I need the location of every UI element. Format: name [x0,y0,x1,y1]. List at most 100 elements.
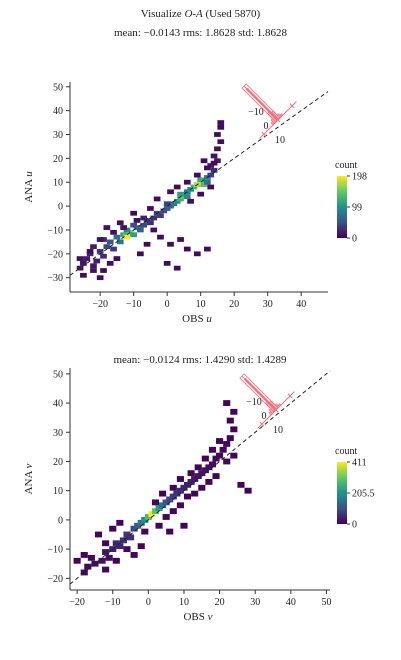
heatmap-cell [187,470,195,477]
y-tick-label: 10 [53,178,63,189]
colorbar [337,176,347,238]
inset-histogram [241,83,297,139]
heatmap-cell [191,490,199,497]
heatmap-cell [176,502,184,509]
heatmap-cell [130,552,138,558]
inset-tick [261,131,267,137]
heatmap-cell [141,516,149,523]
x-tick-label: 30 [263,299,273,310]
title-prefix: Visualize [140,8,185,20]
top-panel-stats: mean: −0.0143 rms: 1.8628 std: 1.8628 [113,27,288,39]
colorbar-title: count [335,446,357,457]
colorbar-tick-label: 0 [352,234,357,245]
heatmap-cell [123,546,131,553]
inset-tick-label: 0 [264,121,269,132]
y-axis-label: ANA u [23,171,35,203]
heatmap-cell [150,227,158,233]
heatmap-cell [130,210,138,216]
heatmap-cell [84,563,92,570]
heatmap-cell [123,234,131,240]
heatmap-cell [113,256,121,261]
y-tick-label: −10 [47,545,63,556]
heatmap-cell [216,438,224,444]
heatmap-cell [113,234,121,240]
x-tick-label: 40 [296,299,306,310]
heatmap-cell [133,218,141,223]
heatmap-cell [110,229,117,235]
heatmap-cell [212,473,220,479]
figure-title: Visualize O-A (Used 5870) [0,8,401,20]
inset-tick [275,117,281,123]
x-tick-label: 10 [196,299,206,310]
heatmap-cell [100,237,107,242]
heatmap-cell [183,194,191,199]
heatmap-cell [223,441,231,447]
inset-tick [273,407,279,413]
heatmap-cell [96,249,104,254]
colorbar-title: count [335,160,357,171]
heatmap-cell [141,528,149,535]
inset-tick-label: 10 [275,135,285,146]
heatmap-cell [197,177,205,183]
heatmap-cell [100,253,107,259]
heatmap-cell [86,249,94,254]
heatmap-cell [214,132,221,137]
heatmap-cell [162,514,170,520]
heatmap-cell [96,237,104,242]
heatmap-cell [217,124,225,130]
heatmap-cell [140,215,148,221]
heatmap-cell [86,251,94,257]
heatmap-cell [137,227,144,233]
heatmap-cell [103,225,111,230]
heatmap-cell [210,160,218,166]
y-tick-label: 40 [53,106,63,117]
heatmap-cell [150,215,158,221]
heatmap-cell [217,120,225,125]
y-axis-label-var: u [23,171,35,177]
x-axis-label: OBS v [183,611,212,623]
y-tick-label: 0 [58,515,63,526]
colorbar [337,462,347,524]
heatmap-cell [87,554,95,561]
heatmap-cell [210,153,218,159]
x-tick-label: 10 [179,597,189,608]
heatmap-cell [160,208,168,214]
inset-tick [259,421,265,427]
heatmap-cell [183,179,191,185]
heatmap-cell [73,557,81,564]
y-tick-label: 20 [53,154,63,165]
heatmap-cell [130,222,138,228]
heatmap-cell [80,552,88,558]
heatmap-cell [173,184,181,190]
heatmap-cell [207,184,215,190]
inset-tick [287,393,293,399]
heatmap-cell [80,569,88,576]
heatmap-cell [90,263,97,269]
y-axis-label: ANA v [23,463,35,494]
heatmap-cell [201,455,209,462]
heatmap-cell [130,232,138,238]
x-tick-label: −20 [92,299,108,310]
reference-diagonal-line [69,370,331,585]
heatmap-cell [194,464,202,471]
heatmap-cell [166,528,174,535]
heatmap-cell [109,546,117,553]
inset-tick [289,103,295,109]
y-tick-label: 50 [53,369,63,380]
y-tick-label: 30 [53,130,63,141]
heatmap-cell [230,452,238,459]
heatmap-cell [96,275,104,281]
inset-tick-label: 0 [262,411,267,422]
y-tick-label: 10 [53,486,63,497]
heatmap-cell [198,484,206,491]
heatmap-cell [180,522,188,529]
x-axis-label-var: u [206,313,212,325]
heatmap-cell [102,540,110,547]
x-tick-label: 30 [250,597,260,608]
heatmap-cell [159,490,167,497]
x-axis-label: OBS u [182,313,212,325]
heatmap-cell [219,446,227,453]
heatmap-cell [163,260,171,266]
heatmap-cell [167,189,174,195]
